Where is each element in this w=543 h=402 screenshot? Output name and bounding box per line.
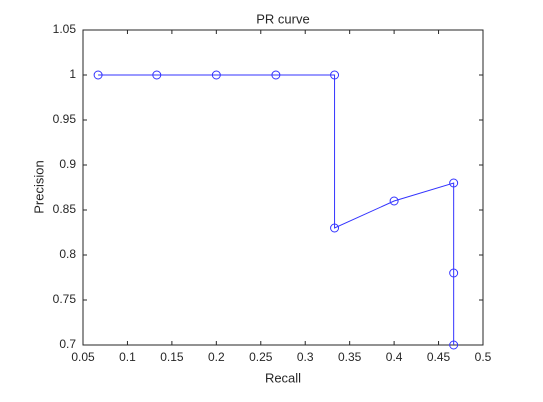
x-tick-label: 0.4 — [386, 350, 403, 364]
y-tick-label: 0.8 — [59, 247, 76, 261]
x-tick-label: 0.1 — [119, 350, 136, 364]
y-tick-label: 1.05 — [53, 22, 77, 36]
x-tick-label: 0.15 — [160, 350, 184, 364]
series-line — [98, 74, 455, 345]
y-axis-label: Precision — [31, 160, 46, 213]
point-marker — [93, 70, 103, 80]
point-marker — [152, 70, 162, 80]
x-tick-label: 0.45 — [427, 350, 451, 364]
x-axis-label: Recall — [265, 370, 301, 385]
x-tick-label: 0.2 — [208, 350, 225, 364]
y-tick-label: 0.7 — [59, 337, 76, 351]
point-marker — [211, 70, 221, 80]
x-tick-label: 0.35 — [338, 350, 362, 364]
point-marker — [271, 70, 281, 80]
point-marker — [449, 340, 459, 350]
point-marker — [449, 268, 459, 278]
y-tick-label: 0.95 — [53, 112, 77, 126]
y-tick-label: 0.75 — [53, 292, 77, 306]
x-tick-label: 0.25 — [249, 350, 273, 364]
y-tick-label: 0.85 — [53, 202, 77, 216]
point-marker — [330, 70, 340, 80]
point-marker — [330, 223, 340, 233]
x-tick-label: 0.3 — [297, 350, 314, 364]
x-tick-label: 0.05 — [71, 350, 95, 364]
chart-title: PR curve — [256, 11, 309, 26]
point-marker — [389, 196, 399, 206]
point-marker — [449, 178, 459, 188]
x-tick-label: 0.5 — [475, 350, 492, 364]
axes-box — [82, 29, 484, 346]
y-tick-label: 1 — [69, 67, 76, 81]
y-tick-label: 0.9 — [59, 157, 76, 171]
